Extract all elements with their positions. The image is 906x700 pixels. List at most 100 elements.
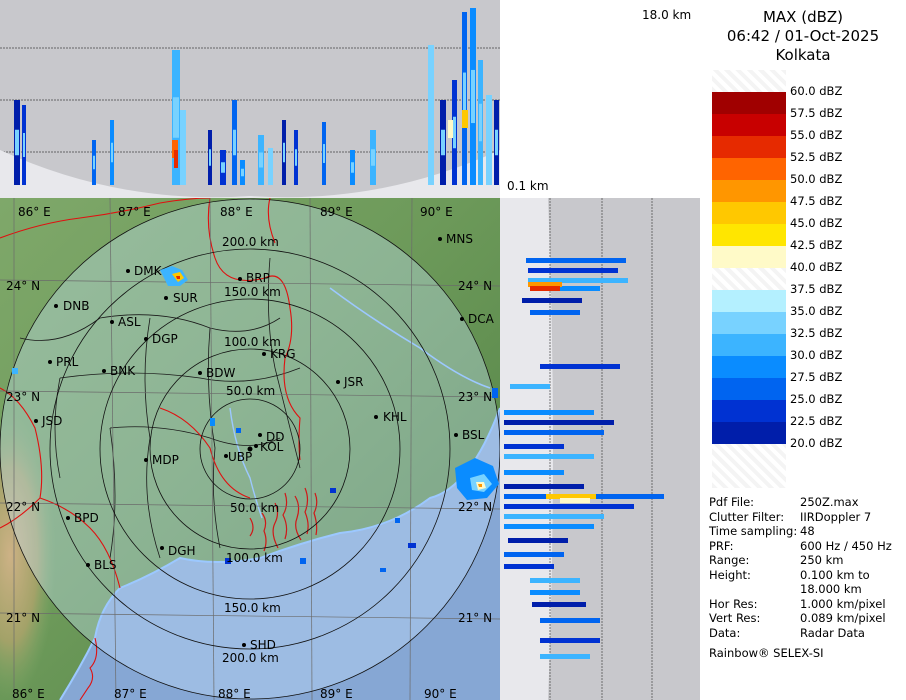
ring-label-50km-south: 50.0 km [230,501,279,515]
stations-layer: MNS DMK BRP SUR DNB ASL DGP DCA KRG PRL … [34,232,495,652]
station-dd: DD [258,430,284,444]
color-swatch [712,400,786,422]
station-krg: KRG [262,347,296,361]
svg-text:KHL: KHL [383,410,407,424]
echo-column-core [479,103,482,142]
svg-text:MNS: MNS [446,232,473,246]
echo-core [528,282,562,287]
echo-column-core [323,144,325,163]
legend-panel: MAX (dBZ) 06:42 / 01-Oct-2025 Kolkata 60… [700,0,906,700]
echo-column-core [23,133,25,157]
station-dnb: DNB [54,299,89,313]
color-swatch [712,158,786,180]
color-swatch [712,224,786,246]
station-jsd: JSD [34,414,62,428]
station-jsr: JSR [336,375,364,389]
echo-core [560,498,590,503]
echo-row [504,552,564,557]
color-swatch [712,356,786,378]
echo-row [504,470,564,475]
color-swatch-empty [712,444,786,488]
echo-row [528,278,628,283]
radar-site-marker [247,446,253,452]
echo-core [448,120,453,138]
echo-row [504,504,634,509]
echo-column-core [221,162,225,173]
color-swatch [712,334,786,356]
lon-label-89-bottom: 89° E [320,687,353,700]
station-khl: KHL [374,410,407,424]
color-swatch [712,180,786,202]
height-profile-north [0,8,500,198]
echo-column-core [463,72,466,125]
info-key: Vert Res: [709,611,761,625]
svg-text:SUR: SUR [173,291,198,305]
station-name: Kolkata [775,46,831,64]
echo-row [530,310,580,315]
svg-text:KRG: KRG [270,347,296,361]
height-profile-east [500,198,664,700]
echo-row [540,618,600,623]
svg-text:BRP: BRP [246,271,270,285]
lat-label-23-left: 23° N [6,390,40,404]
profile-corner-panel: 18.0 km 0.1 km [500,0,700,198]
echo-row [504,454,594,459]
station-bnk: BNK [102,364,136,378]
radar-map: 86° E 87° E 88° E 89° E 90° E 86° E 87° … [0,198,500,700]
station-dgh: DGH [160,544,196,558]
north-south-profile-panel [0,0,500,198]
echo-column-core [15,129,19,156]
station-bsl: BSL [454,428,485,442]
svg-text:DGP: DGP [152,332,178,346]
info-key: Height: [709,567,751,582]
station-dca: DCA [460,312,495,326]
station-asl: ASL [110,315,141,329]
station-bpd: BPD [66,511,99,525]
scale-label: 52.5 dBZ [790,150,843,164]
info-value: 18.000 km [800,582,862,596]
info-value: IIRDoppler 7 [800,509,872,524]
info-value: 48 [800,524,815,538]
color-swatch [712,92,786,114]
info-key: Hor Res: [709,596,758,611]
ring-label-200km-top: 200.0 km [222,235,279,249]
info-value: 600 Hz / 450 Hz [800,538,892,553]
echo-column-core [487,126,491,154]
info-value: 0.089 km/pixel [800,611,886,625]
info-key: Clutter Filter: [709,509,785,524]
datetime-label: 06:42 / 01-Oct-2025 [726,27,880,45]
color-swatch [712,290,786,312]
scale-label: 57.5 dBZ [790,106,843,120]
echo-core [530,286,560,291]
svg-text:DCA: DCA [468,312,495,326]
lon-label-87-bottom: 87° E [114,687,147,700]
product-title: MAX (dBZ) [762,8,844,26]
scale-label: 60.0 dBZ [790,84,843,98]
svg-text:BLS: BLS [94,558,117,572]
echo-row [528,268,618,273]
scale-label: 25.0 dBZ [790,392,843,406]
lat-label-22-left: 22° N [6,500,40,514]
info-key: Time sampling: [709,524,798,538]
ring-label-150km: 150.0 km [224,285,281,299]
svg-text:DNB: DNB [63,299,89,313]
echo-row [540,638,600,643]
svg-text:PRL: PRL [56,355,79,369]
sundarbans-delta [249,487,318,552]
svg-text:MDP: MDP [152,453,179,467]
echo-row [510,384,550,389]
info-key: Data: [709,625,741,640]
echo-row [530,286,600,291]
station-brp: BRP [238,271,270,285]
svg-text:JSR: JSR [343,375,364,389]
echo-columns-side [504,258,664,659]
lon-label-86-top: 86° E [18,205,51,219]
lon-label-86-bottom: 86° E [12,687,45,700]
svg-text:BSL: BSL [462,428,485,442]
lat-label-21-left: 21° N [6,611,40,625]
scale-label: 35.0 dBZ [790,304,843,318]
max-height-label: 18.0 km [642,8,692,22]
color-swatch [712,246,786,268]
svg-text:SHD: SHD [250,638,276,652]
info-value: Radar Data [800,625,865,640]
